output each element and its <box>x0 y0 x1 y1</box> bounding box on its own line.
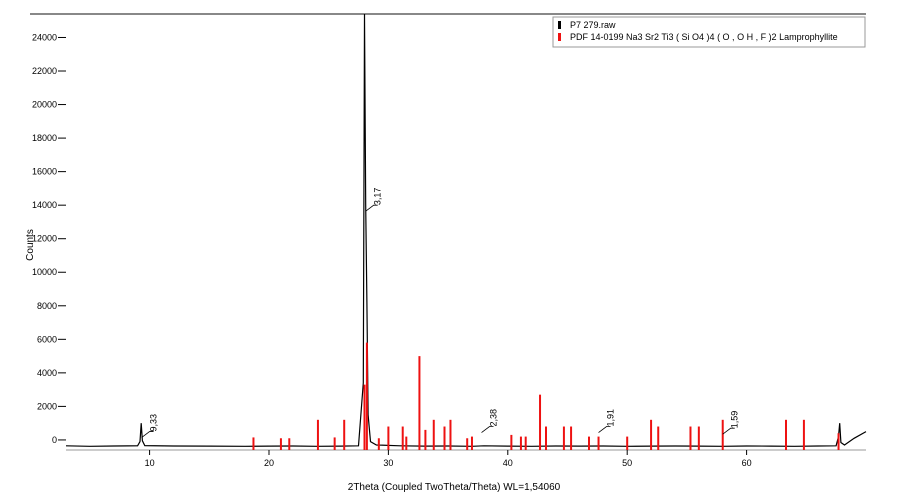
legend-swatch <box>558 33 561 41</box>
x-tick-label: 30 <box>383 458 393 468</box>
y-tick-label: 12000 <box>32 234 57 244</box>
annotation-leader <box>598 426 611 433</box>
y-tick-label: 20000 <box>32 100 57 110</box>
x-tick-label: 60 <box>742 458 752 468</box>
legend-label: PDF 14-0199 Na3 Sr2 Ti3 ( Si O4 )4 ( O ,… <box>570 32 838 42</box>
y-tick-label: 22000 <box>32 66 57 76</box>
x-tick-label: 20 <box>264 458 274 468</box>
annotation-leader <box>481 426 494 433</box>
y-tick-label: 6000 <box>37 334 57 344</box>
y-tick-label: 10000 <box>32 267 57 277</box>
annotation: 9,33 <box>149 414 159 432</box>
legend-swatch <box>558 21 561 29</box>
annotation-leader <box>365 204 378 212</box>
pattern-line <box>65 13 867 447</box>
y-tick-label: 4000 <box>37 368 57 378</box>
x-tick-label: 50 <box>622 458 632 468</box>
y-tick-label: 14000 <box>32 200 57 210</box>
y-tick-label: 2000 <box>37 401 57 411</box>
annotation-leader <box>141 431 154 438</box>
legend-label: P7 279.raw <box>570 20 616 30</box>
y-tick-label: 8000 <box>37 301 57 311</box>
annotation: 1,91 <box>606 409 616 427</box>
x-tick-label: 40 <box>503 458 513 468</box>
annotation: 2,38 <box>489 409 499 427</box>
y-axis-label: Counts <box>25 229 36 261</box>
x-axis-label: 2Theta (Coupled TwoTheta/Theta) WL=1,540… <box>348 482 561 493</box>
annotation: 3,17 <box>373 188 383 206</box>
annotation-leader <box>722 427 735 435</box>
y-tick-label: 0 <box>52 435 57 445</box>
y-tick-label: 24000 <box>32 32 57 42</box>
legend-box <box>552 16 866 48</box>
x-tick-label: 10 <box>145 458 155 468</box>
y-tick-label: 18000 <box>32 133 57 143</box>
annotation: 1,59 <box>730 411 740 429</box>
y-tick-label: 16000 <box>32 167 57 177</box>
